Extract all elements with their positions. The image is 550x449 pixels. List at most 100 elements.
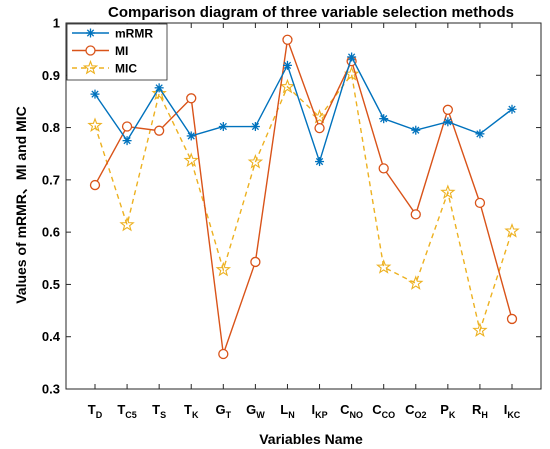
data-point-mi bbox=[218, 348, 229, 360]
data-point-mic bbox=[375, 259, 392, 274]
x-tick-label-sub: K bbox=[449, 410, 456, 420]
data-point-mic bbox=[408, 275, 424, 290]
chart-title: Comparison diagram of three variable sel… bbox=[108, 4, 514, 21]
data-point-mrmr bbox=[475, 129, 485, 139]
series-line-mrmr bbox=[94, 55, 513, 164]
x-tick-label: GW bbox=[246, 402, 265, 420]
x-tick-label-sub: KC bbox=[507, 410, 520, 420]
x-tick-label-sub: CO bbox=[382, 410, 396, 420]
legend-marker bbox=[82, 59, 99, 75]
x-tick-label: CCO bbox=[372, 402, 395, 420]
data-point-mrmr bbox=[443, 117, 453, 127]
x-tick-label-main: R bbox=[472, 402, 482, 417]
x-tick-label-sub: O2 bbox=[414, 410, 426, 420]
x-tick-label: PK bbox=[440, 402, 456, 420]
x-axis-label: Variables Name bbox=[259, 431, 363, 447]
x-axis-ticks: TD TC5 TS TK GT GW LN IKP CNO CCO CO2 PK RH IKC bbox=[88, 23, 521, 420]
x-tick-label-sub: T bbox=[226, 410, 232, 420]
data-point-mi bbox=[250, 256, 261, 268]
legend: mRMR MI MIC bbox=[66, 23, 168, 81]
plot-frame bbox=[65, 22, 542, 390]
legend-item-mi: MI bbox=[72, 44, 128, 58]
x-tick-label: IKC bbox=[504, 402, 521, 420]
x-tick-label-main: C bbox=[372, 402, 382, 417]
data-point-mic bbox=[183, 152, 199, 168]
data-point-mi bbox=[186, 93, 197, 104]
x-tick-label: TC5 bbox=[117, 402, 136, 420]
x-tick-label-main: C bbox=[405, 402, 415, 417]
data-point-mrmr bbox=[218, 122, 228, 132]
data-point-mi bbox=[121, 121, 133, 132]
data-point-mrmr bbox=[122, 136, 132, 146]
x-tick-label-sub: H bbox=[481, 410, 488, 420]
data-point-mic bbox=[215, 261, 232, 277]
data-point-mi bbox=[154, 125, 165, 136]
x-tick-label-sub: KP bbox=[315, 410, 328, 420]
legend-marker bbox=[85, 45, 96, 56]
x-tick-label-sub: D bbox=[96, 410, 103, 420]
x-tick-label: TK bbox=[184, 402, 199, 420]
data-point-mic bbox=[119, 216, 135, 232]
y-tick-label: 0.8 bbox=[42, 120, 60, 135]
x-tick-label: CO2 bbox=[405, 402, 426, 420]
data-point-mrmr bbox=[347, 52, 357, 62]
data-point-mi bbox=[89, 179, 101, 191]
x-tick-label-main: T bbox=[88, 402, 96, 417]
data-point-mic bbox=[472, 322, 488, 337]
data-point-mrmr bbox=[411, 125, 421, 135]
data-point-mi bbox=[442, 104, 453, 115]
x-tick-label-main: T bbox=[152, 402, 160, 417]
data-point-mrmr bbox=[90, 89, 100, 99]
y-tick-label: 0.4 bbox=[42, 329, 61, 344]
x-tick-label-main: T bbox=[184, 402, 192, 417]
data-point-mi bbox=[314, 122, 325, 134]
data-point-mrmr bbox=[282, 60, 292, 70]
legend-item-mic: MIC bbox=[72, 59, 137, 76]
x-tick-label: RH bbox=[472, 402, 488, 420]
data-point-mic bbox=[247, 153, 264, 169]
data-point-mi bbox=[474, 197, 486, 209]
x-tick-label: TS bbox=[152, 402, 166, 420]
x-tick-label-sub: C5 bbox=[125, 410, 137, 420]
data-point-mrmr bbox=[186, 131, 196, 141]
data-point-mrmr bbox=[250, 122, 260, 132]
legend-label: MIC bbox=[115, 62, 137, 76]
y-axis-ticks: 0.3 0.4 0.5 0.6 0.7 0.8 0.9 1 bbox=[42, 16, 541, 397]
data-point-mi bbox=[506, 313, 518, 325]
data-point-mic bbox=[279, 78, 296, 94]
data-point-mi bbox=[282, 34, 293, 45]
legend-label: mRMR bbox=[115, 27, 153, 41]
x-tick-label-sub: W bbox=[256, 410, 265, 420]
data-point-mic bbox=[440, 184, 456, 199]
x-tick-label: CNO bbox=[340, 402, 363, 420]
series-line-mi bbox=[94, 39, 513, 355]
data-point-mi bbox=[410, 209, 421, 220]
data-point-mrmr bbox=[315, 157, 325, 167]
data-point-mic bbox=[151, 85, 167, 101]
x-tick-label-sub: NO bbox=[350, 410, 364, 420]
data-point-mic bbox=[87, 117, 103, 133]
data-point-mic bbox=[504, 223, 520, 238]
series-mic bbox=[87, 66, 520, 337]
x-tick-label: GT bbox=[215, 402, 231, 420]
x-tick-label-main: I bbox=[311, 402, 315, 417]
x-tick-label-main: T bbox=[117, 402, 125, 417]
data-point-mrmr bbox=[379, 114, 389, 124]
data-point-mrmr bbox=[154, 83, 164, 93]
y-axis-label: Values of mRMR、MI and MIC bbox=[13, 106, 29, 304]
data-point-mrmr bbox=[507, 104, 517, 114]
x-tick-label-main: L bbox=[280, 402, 288, 417]
x-tick-label: LN bbox=[280, 402, 294, 420]
x-tick-label: IKP bbox=[311, 402, 327, 420]
x-tick-label-sub: N bbox=[288, 410, 295, 420]
series-layer bbox=[87, 34, 520, 360]
legend-label: MI bbox=[115, 44, 128, 58]
x-tick-label-main: G bbox=[246, 402, 256, 417]
x-tick-label-sub: S bbox=[160, 410, 166, 420]
y-tick-label: 1 bbox=[53, 16, 60, 31]
y-tick-label: 0.7 bbox=[42, 172, 60, 187]
x-tick-label-sub: K bbox=[192, 410, 199, 420]
x-tick-label: TD bbox=[88, 402, 103, 420]
y-tick-label: 0.9 bbox=[42, 68, 60, 83]
